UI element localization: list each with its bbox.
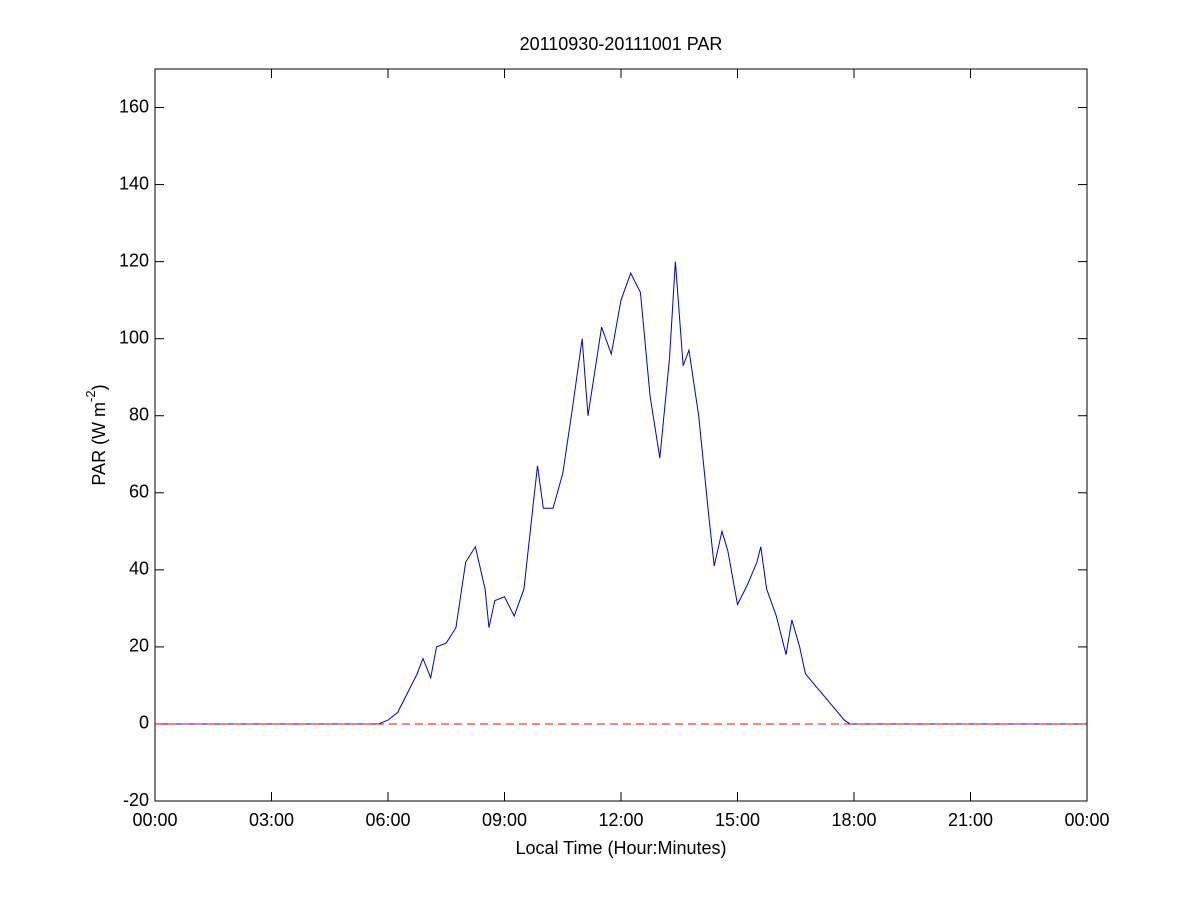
y-tick-label: 160	[119, 96, 149, 116]
y-label-text: PAR (W m	[89, 402, 109, 486]
x-tick-label: 21:00	[948, 810, 993, 830]
y-tick-label: 40	[129, 559, 149, 579]
y-tick-label: 140	[119, 173, 149, 193]
x-tick-label: 15:00	[715, 810, 760, 830]
x-tick-label: 18:00	[831, 810, 876, 830]
y-tick-label: 20	[129, 636, 149, 656]
x-tick-label: 00:00	[132, 810, 177, 830]
y-tick-label: 80	[129, 404, 149, 424]
y-tick-label: 120	[119, 250, 149, 270]
x-tick-label: 09:00	[482, 810, 527, 830]
plot-area	[154, 68, 1088, 802]
y-tick-label: 0	[139, 713, 149, 733]
x-tick-label: 12:00	[598, 810, 643, 830]
x-tick-label: 00:00	[1064, 810, 1109, 830]
y-label-sup: -2	[83, 390, 98, 402]
x-axis-label: Local Time (Hour:Minutes)	[515, 838, 726, 858]
x-tick-label: 06:00	[365, 810, 410, 830]
y-axis-label: PAR (W m-2)	[83, 384, 108, 485]
chart-title: 20110930-20111001 PAR	[520, 34, 723, 54]
y-tick-label: 60	[129, 482, 149, 502]
y-tick-label: -20	[123, 790, 149, 810]
data-line	[155, 261, 1087, 725]
y-label-suffix: )	[89, 384, 109, 390]
x-tick-label: 03:00	[249, 810, 294, 830]
y-tick-label: 100	[119, 327, 149, 347]
